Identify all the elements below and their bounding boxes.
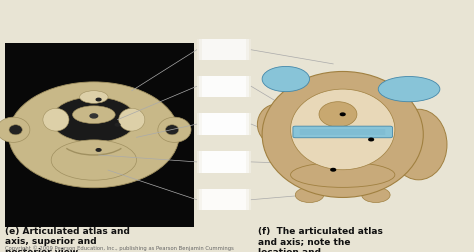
Ellipse shape [51,97,137,142]
Circle shape [115,123,120,126]
Ellipse shape [118,108,145,131]
Bar [202,113,246,135]
Bar [199,189,249,210]
Circle shape [369,138,374,141]
Circle shape [96,98,101,101]
Circle shape [331,169,336,171]
Bar [199,113,249,135]
Bar [197,189,251,210]
Ellipse shape [291,89,395,170]
Text: (f)  The articulated atlas
and axis; note the
location and
orientation of the
tr: (f) The articulated atlas and axis; note… [258,227,383,252]
Ellipse shape [390,109,447,180]
Ellipse shape [262,67,310,92]
Bar [202,76,246,97]
Ellipse shape [291,162,395,187]
Ellipse shape [73,106,115,123]
Bar [202,39,246,60]
Bar [199,76,249,97]
Bar [197,151,251,173]
Circle shape [96,149,101,151]
Bar [202,151,246,173]
FancyBboxPatch shape [293,126,392,138]
Ellipse shape [9,82,179,188]
Ellipse shape [158,117,191,142]
Bar [197,39,251,60]
Ellipse shape [262,72,423,198]
Ellipse shape [295,187,324,203]
Ellipse shape [80,91,108,103]
Ellipse shape [9,125,22,135]
Ellipse shape [257,104,295,145]
Bar [199,39,249,60]
Text: (e) Articulated atlas and
axis, superior and
posterior view: (e) Articulated atlas and axis, superior… [5,227,129,252]
Ellipse shape [0,117,30,142]
Ellipse shape [378,77,440,102]
Circle shape [90,114,98,118]
Bar [197,76,251,97]
Ellipse shape [51,140,137,180]
Circle shape [340,113,345,116]
Ellipse shape [43,108,69,131]
Bar [202,189,246,210]
Bar [197,113,251,135]
Bar [5,43,194,227]
Bar [199,151,249,173]
Ellipse shape [165,125,179,135]
Ellipse shape [362,187,390,203]
Text: Copyright © 2009 Pearson Education, Inc., publishing as Pearson Benjamin Cumming: Copyright © 2009 Pearson Education, Inc.… [5,245,234,251]
Ellipse shape [319,102,357,127]
